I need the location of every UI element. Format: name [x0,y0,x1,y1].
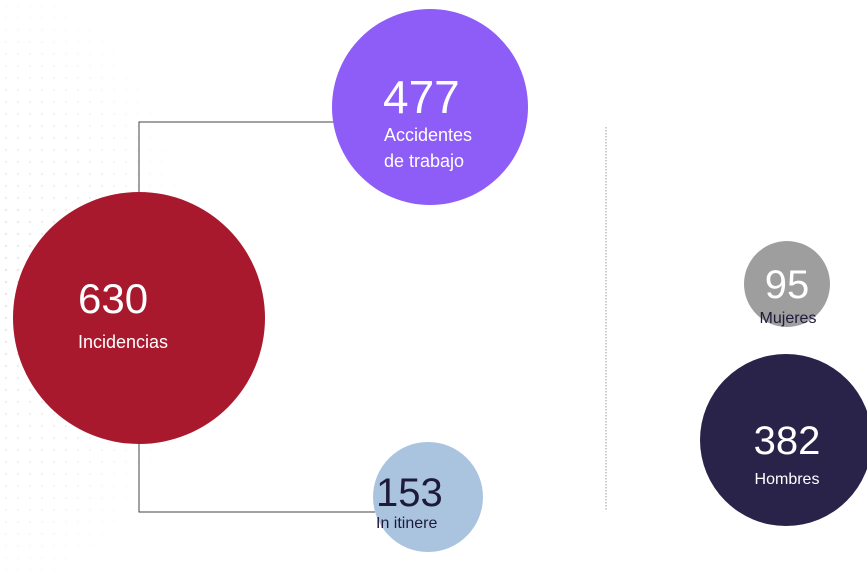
node-label: de trabajo [384,151,464,171]
node-circle [700,354,867,526]
node-value: 95 [765,263,810,307]
node-circle [744,241,830,327]
node-value: 477 [383,71,460,123]
node-label: Hombres [755,471,820,488]
connector [138,121,334,192]
node-value: 630 [78,275,148,322]
node-value: 382 [754,419,821,463]
node-circle [13,192,265,444]
connector [138,444,375,513]
node-label: In itinere [376,515,437,532]
node-value: 153 [376,471,443,515]
node-label: Incidencias [78,332,168,352]
node-label: Mujeres [760,310,817,327]
node-label: Accidentes [384,125,472,145]
node-circle [332,9,528,205]
node-circle [373,442,483,552]
